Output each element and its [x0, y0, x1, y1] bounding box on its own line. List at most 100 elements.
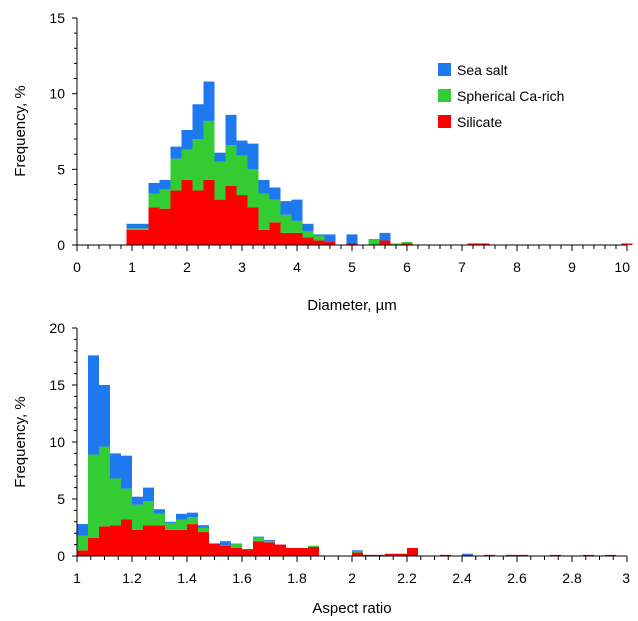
y-tick-label: 5 [57, 491, 65, 507]
bar-sea-salt-bin-16 [253, 536, 264, 538]
bar-silicate-bin-27 [385, 553, 396, 556]
bar-silicate-bin-28 [621, 243, 633, 245]
bar-spherical-ca-rich-bin-2 [99, 446, 110, 527]
x-tick-label: 2 [183, 259, 191, 275]
bar-sea-salt-bin-15 [291, 199, 303, 221]
bar-silicate-bin-11 [247, 207, 259, 245]
bar-silicate-bin-24 [352, 552, 363, 556]
bar-silicate-bin-29 [407, 548, 418, 556]
bar-spherical-ca-rich-bin-14 [231, 543, 242, 549]
bar-spherical-ca-rich-bin-1 [137, 228, 149, 230]
x-tick-label: 2.6 [507, 570, 527, 586]
bar-spherical-ca-rich-bin-1 [88, 454, 99, 538]
bar-sea-salt-bin-3 [110, 453, 121, 479]
bar-silicate-bin-26 [374, 554, 385, 556]
x-tick-label: 9 [568, 259, 576, 275]
x-tick-label: 6 [403, 259, 411, 275]
bar-spherical-ca-rich-bin-21 [308, 545, 319, 547]
bar-silicate-bin-8 [214, 199, 226, 245]
bar-sea-salt-bin-7 [154, 509, 165, 514]
x-tick-label: 10 [614, 259, 630, 275]
x-tick-label: 5 [348, 259, 356, 275]
bar-sea-salt-bin-8 [165, 521, 176, 523]
bar-silicate-bin-12 [209, 543, 220, 556]
x-tick-label: 0 [73, 259, 81, 275]
diameter-histogram: 0 5 10 15 0 1 2 3 4 5 6 7 8 9 10 [49, 10, 633, 275]
bar-silicate-bin-16 [253, 541, 264, 556]
x-tick-label: 2.2 [397, 570, 417, 586]
bar-silicate-bin-10 [187, 524, 198, 556]
x-tick-label: 1 [73, 570, 81, 586]
bar-silicate-bin-9 [176, 529, 187, 556]
y-tick-label: 0 [57, 237, 65, 253]
bar-sea-salt-bin-9 [176, 513, 187, 520]
bar-silicate-bin-17 [313, 240, 325, 245]
bar-silicate-bin-0 [77, 550, 88, 556]
bar-spherical-ca-rich-bin-17 [264, 541, 275, 543]
bar-silicate-bin-7 [154, 525, 165, 556]
y-tick-label: 10 [49, 86, 65, 102]
bar-silicate-bin-9 [225, 185, 237, 245]
bar-sea-salt-bin-17 [264, 540, 275, 542]
bar-silicate-bin-25 [401, 243, 413, 245]
bar-spherical-ca-rich-bin-13 [269, 199, 281, 223]
legend-swatch-spherical-ca-rich [438, 89, 451, 102]
bar-silicate-bin-2 [148, 207, 160, 245]
bar-spherical-ca-rich-bin-0 [126, 228, 138, 230]
bar-silicate-bin-4 [170, 190, 182, 245]
bar-sea-salt-bin-13 [269, 187, 281, 200]
y-tick-label: 15 [49, 377, 65, 393]
y-axis-title-bottom: Frequency, % [12, 396, 29, 487]
legend-label-spherical-ca-rich: Spherical Ca-rich [457, 88, 564, 104]
bar-silicate-bin-17 [264, 542, 275, 556]
bar-spherical-ca-rich-bin-3 [159, 189, 171, 209]
bar-spherical-ca-rich-bin-25 [401, 241, 413, 244]
bar-spherical-ca-rich-bin-9 [176, 519, 187, 530]
bar-silicate-bin-28 [396, 553, 407, 556]
bar-sea-salt-bin-6 [143, 487, 154, 502]
bar-spherical-ca-rich-bin-10 [236, 155, 248, 196]
bar-silicate-bin-1 [88, 537, 99, 556]
bar-silicate-bin-6 [143, 525, 154, 556]
bar-spherical-ca-rich-bin-10 [187, 517, 198, 525]
legend: Sea salt Spherical Ca-rich Silicate [438, 62, 564, 130]
bar-spherical-ca-rich-bin-2 [148, 193, 160, 208]
bar-silicate-bin-15 [242, 549, 253, 556]
bar-silicate-bin-5 [132, 529, 143, 556]
bar-sea-salt-bin-7 [203, 81, 215, 121]
bar-sea-salt-bin-10 [236, 140, 248, 156]
bar-sea-salt-bin-11 [198, 525, 209, 528]
bar-silicate-bin-47 [605, 554, 616, 556]
bar-silicate-bin-4 [121, 519, 132, 556]
bar-silicate-bin-25 [363, 554, 374, 556]
bar-silicate-bin-13 [269, 222, 281, 245]
bar-spherical-ca-rich-bin-6 [143, 501, 154, 526]
legend-label-sea-salt: Sea salt [457, 62, 508, 78]
bar-silicate-bin-18 [324, 241, 336, 245]
bar-sea-salt-bin-5 [181, 129, 193, 150]
bar-sea-salt-bin-4 [121, 455, 132, 489]
bar-spherical-ca-rich-bin-11 [247, 169, 259, 208]
bar-silicate-bin-36 [484, 554, 495, 556]
bar-sea-salt-bin-10 [187, 512, 198, 518]
bar-silicate-bin-5 [181, 179, 193, 245]
bar-spherical-ca-rich-bin-3 [110, 478, 121, 526]
bar-spherical-ca-rich-bin-16 [302, 231, 314, 238]
bar-silicate-bin-19 [286, 548, 297, 556]
bar-silicate-bin-38 [506, 554, 517, 556]
bar-sea-salt-bin-1 [137, 223, 149, 229]
bar-silicate-bin-42 [550, 554, 561, 556]
bar-sea-salt-bin-18 [324, 234, 336, 242]
bar-spherical-ca-rich-bin-12 [258, 193, 270, 230]
bar-silicate-bin-8 [165, 529, 176, 556]
bar-sea-salt-bin-0 [126, 223, 138, 229]
bar-silicate-bin-39 [517, 554, 528, 556]
y-axis-title-top: Frequency, % [12, 85, 29, 176]
x-tick-label: 7 [458, 259, 466, 275]
bar-silicate-bin-15 [291, 232, 303, 245]
bar-sea-salt-bin-5 [132, 496, 143, 505]
bar-sea-salt-bin-6 [192, 104, 204, 140]
bar-silicate-bin-14 [231, 548, 242, 556]
bar-silicate-bin-21 [308, 546, 319, 556]
